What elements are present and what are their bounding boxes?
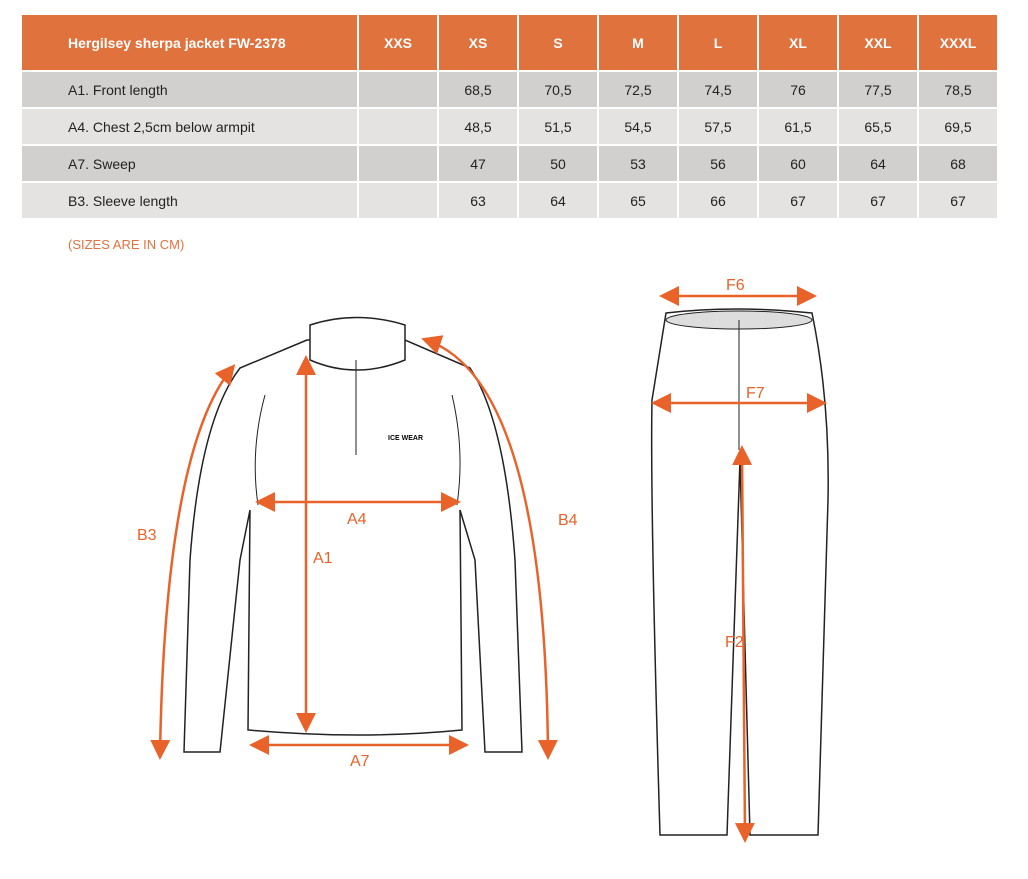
f7-label: F7 xyxy=(746,385,765,402)
measurement-value: 57,5 xyxy=(679,109,757,144)
brand-logo: ICE WEAR xyxy=(388,435,423,442)
a4-label: A4 xyxy=(347,511,367,528)
measurement-value: 64 xyxy=(839,146,917,181)
measurement-label: A1. Front length xyxy=(22,72,357,107)
measurement-value xyxy=(359,72,437,107)
measurement-label: A4. Chest 2,5cm below armpit xyxy=(22,109,357,144)
measurement-value: 65,5 xyxy=(839,109,917,144)
table-row: A7. Sweep 47 50 53 56 60 64 68 xyxy=(22,146,997,181)
size-header: XXS xyxy=(359,15,437,70)
f6-label: F6 xyxy=(726,277,745,294)
f2-label: F2 xyxy=(725,634,744,651)
measurement-value: 53 xyxy=(599,146,677,181)
table-header: Hergilsey sherpa jacket FW-2378 XXS XS S… xyxy=(22,15,997,70)
table-row: A4. Chest 2,5cm below armpit 48,5 51,5 54,5… xyxy=(22,109,997,144)
measurement-value: 77,5 xyxy=(839,72,917,107)
measurement-value: 51,5 xyxy=(519,109,597,144)
measurement-value: 63 xyxy=(439,183,517,218)
measurement-value: 66 xyxy=(679,183,757,218)
jacket-drawing: ICE WEAR A1 A4 A7 B3 B4 xyxy=(137,316,578,770)
measurement-value: 64 xyxy=(519,183,597,218)
measurement-value: 61,5 xyxy=(759,109,837,144)
table-row: A1. Front length 68,5 70,5 72,5 74,5 76 77,5 78… xyxy=(22,72,997,107)
size-header: XL xyxy=(759,15,837,70)
b3-label: B3 xyxy=(137,527,157,544)
measurement-value: 60 xyxy=(759,146,837,181)
measurement-value: 78,5 xyxy=(919,72,997,107)
f2-arrow xyxy=(732,445,755,843)
measurement-value: 48,5 xyxy=(439,109,517,144)
measurement-value: 70,5 xyxy=(519,72,597,107)
size-header: XS xyxy=(439,15,517,70)
measurement-value: 50 xyxy=(519,146,597,181)
measurement-value xyxy=(359,109,437,144)
size-chart-table: Hergilsey sherpa jacket FW-2378 XXS XS S… xyxy=(20,13,999,220)
measurement-label: B3. Sleeve length xyxy=(22,183,357,218)
measurement-value: 65 xyxy=(599,183,677,218)
measurement-value: 68 xyxy=(919,146,997,181)
a7-label: A7 xyxy=(350,753,370,770)
table-row: B3. Sleeve length 63 64 65 66 67 67 67 xyxy=(22,183,997,218)
size-header: XXL xyxy=(839,15,917,70)
measurement-value: 67 xyxy=(759,183,837,218)
measurement-value: 76 xyxy=(759,72,837,107)
product-title: Hergilsey sherpa jacket FW-2378 xyxy=(22,15,357,70)
measurement-value: 72,5 xyxy=(599,72,677,107)
b3-arrow xyxy=(150,364,236,760)
a1-label: A1 xyxy=(313,550,333,567)
measurement-value xyxy=(359,146,437,181)
measurement-value: 69,5 xyxy=(919,109,997,144)
measurement-value: 68,5 xyxy=(439,72,517,107)
size-header: S xyxy=(519,15,597,70)
measurement-value: 47 xyxy=(439,146,517,181)
size-header: M xyxy=(599,15,677,70)
measurement-value: 67 xyxy=(919,183,997,218)
b4-arrow xyxy=(421,335,558,760)
b4-label: B4 xyxy=(558,512,578,529)
measurement-value xyxy=(359,183,437,218)
measurement-label: A7. Sweep xyxy=(22,146,357,181)
size-header: L xyxy=(679,15,757,70)
size-header: XXXL xyxy=(919,15,997,70)
measurement-value: 74,5 xyxy=(679,72,757,107)
measurement-value: 56 xyxy=(679,146,757,181)
measurement-value: 67 xyxy=(839,183,917,218)
units-note: (SIZES ARE IN CM) xyxy=(68,237,185,252)
measurement-value: 54,5 xyxy=(599,109,677,144)
pants-drawing: F6 F7 F2 xyxy=(650,277,829,843)
